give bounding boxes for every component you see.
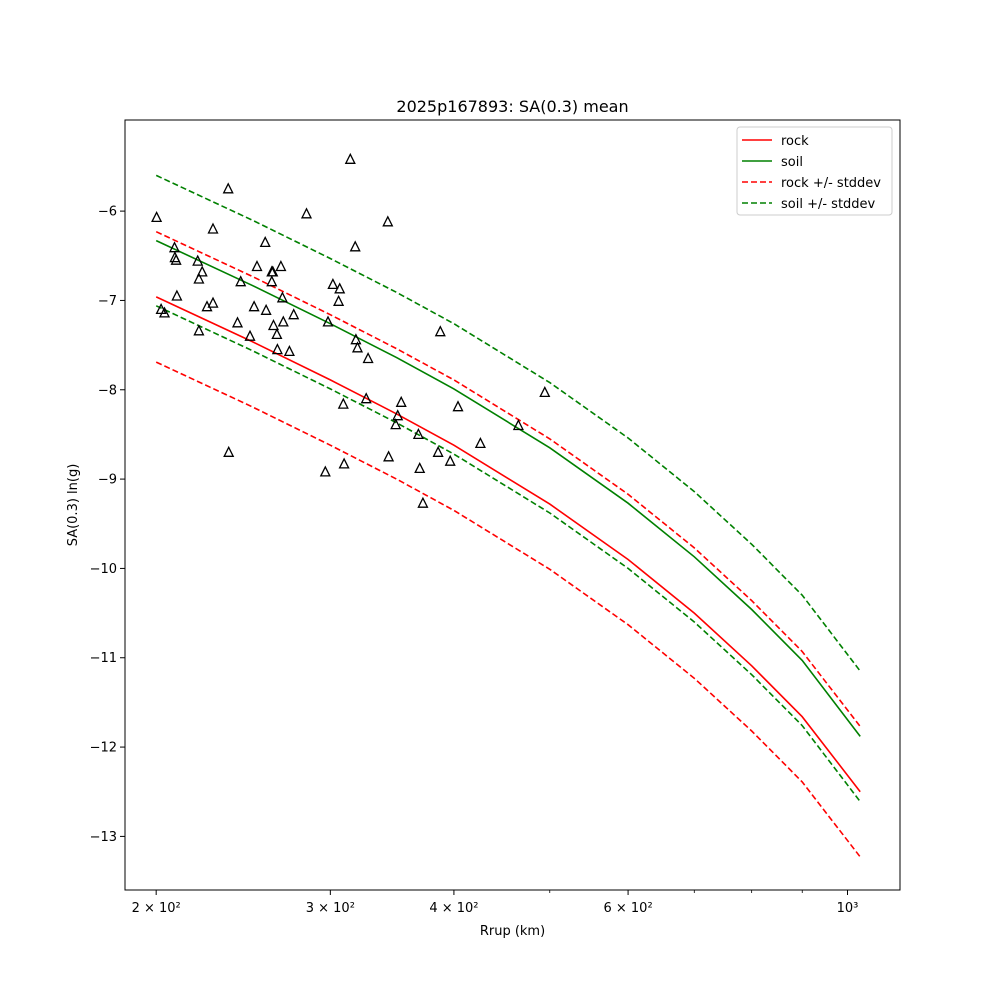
observation-point [432, 445, 444, 457]
observation-point [207, 222, 219, 234]
legend-label-soil-stddev: soil +/- stddev [781, 197, 876, 212]
series-lines [155, 174, 861, 858]
observation-point [151, 210, 163, 223]
observation-points [151, 152, 551, 508]
observation-point [259, 235, 271, 248]
chart-title: 2025p167893: SA(0.3) mean [396, 97, 628, 116]
observation-point [223, 445, 235, 457]
rock-line [155, 296, 861, 793]
rock-minus-stddev-line [155, 361, 861, 858]
observation-point [196, 265, 208, 277]
observation-point [207, 296, 219, 308]
soil-plus-stddev-line [155, 174, 861, 672]
axes-background [125, 120, 900, 890]
rock-plus-stddev-line [155, 230, 861, 727]
y-tick-label: −7 [98, 294, 117, 309]
x-tick-label: 3 × 10² [306, 901, 355, 916]
x-tick-label: 6 × 10² [603, 901, 652, 916]
observation-point [512, 419, 524, 431]
y-tick-label: −8 [98, 383, 117, 398]
observation-point [452, 400, 464, 412]
observation-point [193, 272, 205, 284]
observation-point [171, 289, 183, 301]
observation-point [300, 207, 313, 219]
y-tick-label: −12 [90, 741, 117, 756]
y-tick-label: −11 [90, 651, 117, 666]
legend-frame [736, 126, 893, 216]
observation-point [327, 277, 339, 290]
observation-point [277, 315, 289, 327]
observation-point [337, 397, 349, 409]
observation-point [283, 344, 295, 357]
observation-point [319, 465, 331, 477]
observation-point [338, 457, 350, 469]
observation-point [235, 275, 247, 287]
observation-point [333, 294, 345, 306]
x-tick-label: 4 × 10² [429, 901, 478, 916]
observation-point [251, 260, 263, 272]
y-tick-label: −10 [90, 562, 117, 577]
observation-point [382, 215, 394, 227]
observation-point [248, 300, 260, 312]
observation-point [275, 260, 287, 272]
soil-minus-stddev-line [155, 305, 861, 803]
observation-point [322, 315, 334, 327]
observation-point [395, 395, 407, 407]
observation-point [158, 306, 171, 318]
observation-point [276, 291, 288, 303]
y-tick-label: −13 [90, 830, 117, 845]
observation-point [351, 341, 364, 353]
y-tick-label: −6 [98, 205, 117, 220]
observation-point [417, 496, 429, 508]
observation-point [434, 325, 446, 337]
observation-point [193, 324, 205, 336]
soil-line [155, 239, 861, 737]
legend: rock soil rock +/- stddev soil +/- stddev [736, 126, 893, 216]
observation-point [349, 240, 361, 252]
observation-point [288, 308, 300, 320]
observation-point [362, 352, 374, 364]
observation-point [267, 319, 280, 331]
observation-point [412, 427, 424, 440]
axes-frame [124, 119, 901, 891]
x-axis-label: Rrup (km) [480, 924, 545, 939]
observation-point [392, 409, 404, 421]
observation-point [260, 303, 272, 315]
legend-label-soil: soil [781, 155, 803, 170]
observation-point [231, 316, 244, 328]
observation-point [244, 329, 256, 341]
observation-point [271, 343, 283, 355]
observation-point [414, 461, 426, 474]
legend-label-rock: rock [781, 134, 809, 149]
observation-point [192, 254, 204, 266]
plot-area [125, 120, 900, 890]
observation-point [168, 241, 181, 253]
x-axis: 2 × 10² 3 × 10² 4 × 10² 6 × 10² 10³ [132, 890, 859, 916]
observation-point [474, 436, 486, 449]
observation-point [539, 385, 551, 398]
x-tick-label: 10³ [837, 901, 859, 916]
legend-label-rock-stddev: rock +/- stddev [781, 176, 881, 191]
x-tick-label: 2 × 10² [132, 901, 181, 916]
observation-point [266, 275, 278, 287]
observation-point [390, 418, 402, 430]
observation-point [383, 450, 395, 462]
observation-point [344, 152, 356, 164]
observation-point [170, 253, 182, 265]
y-tick-label: −9 [98, 473, 117, 488]
observation-point [350, 333, 362, 345]
observation-point [267, 265, 279, 277]
y-axis: −6 −7 −8 −9 −10 −11 −12 −13 [90, 205, 125, 845]
observation-point [444, 454, 456, 466]
observation-point [222, 182, 234, 194]
observation-point [334, 282, 346, 294]
observation-point [360, 392, 372, 404]
y-axis-label: SA(0.3) ln(g) [66, 464, 81, 547]
observation-point [271, 327, 283, 340]
